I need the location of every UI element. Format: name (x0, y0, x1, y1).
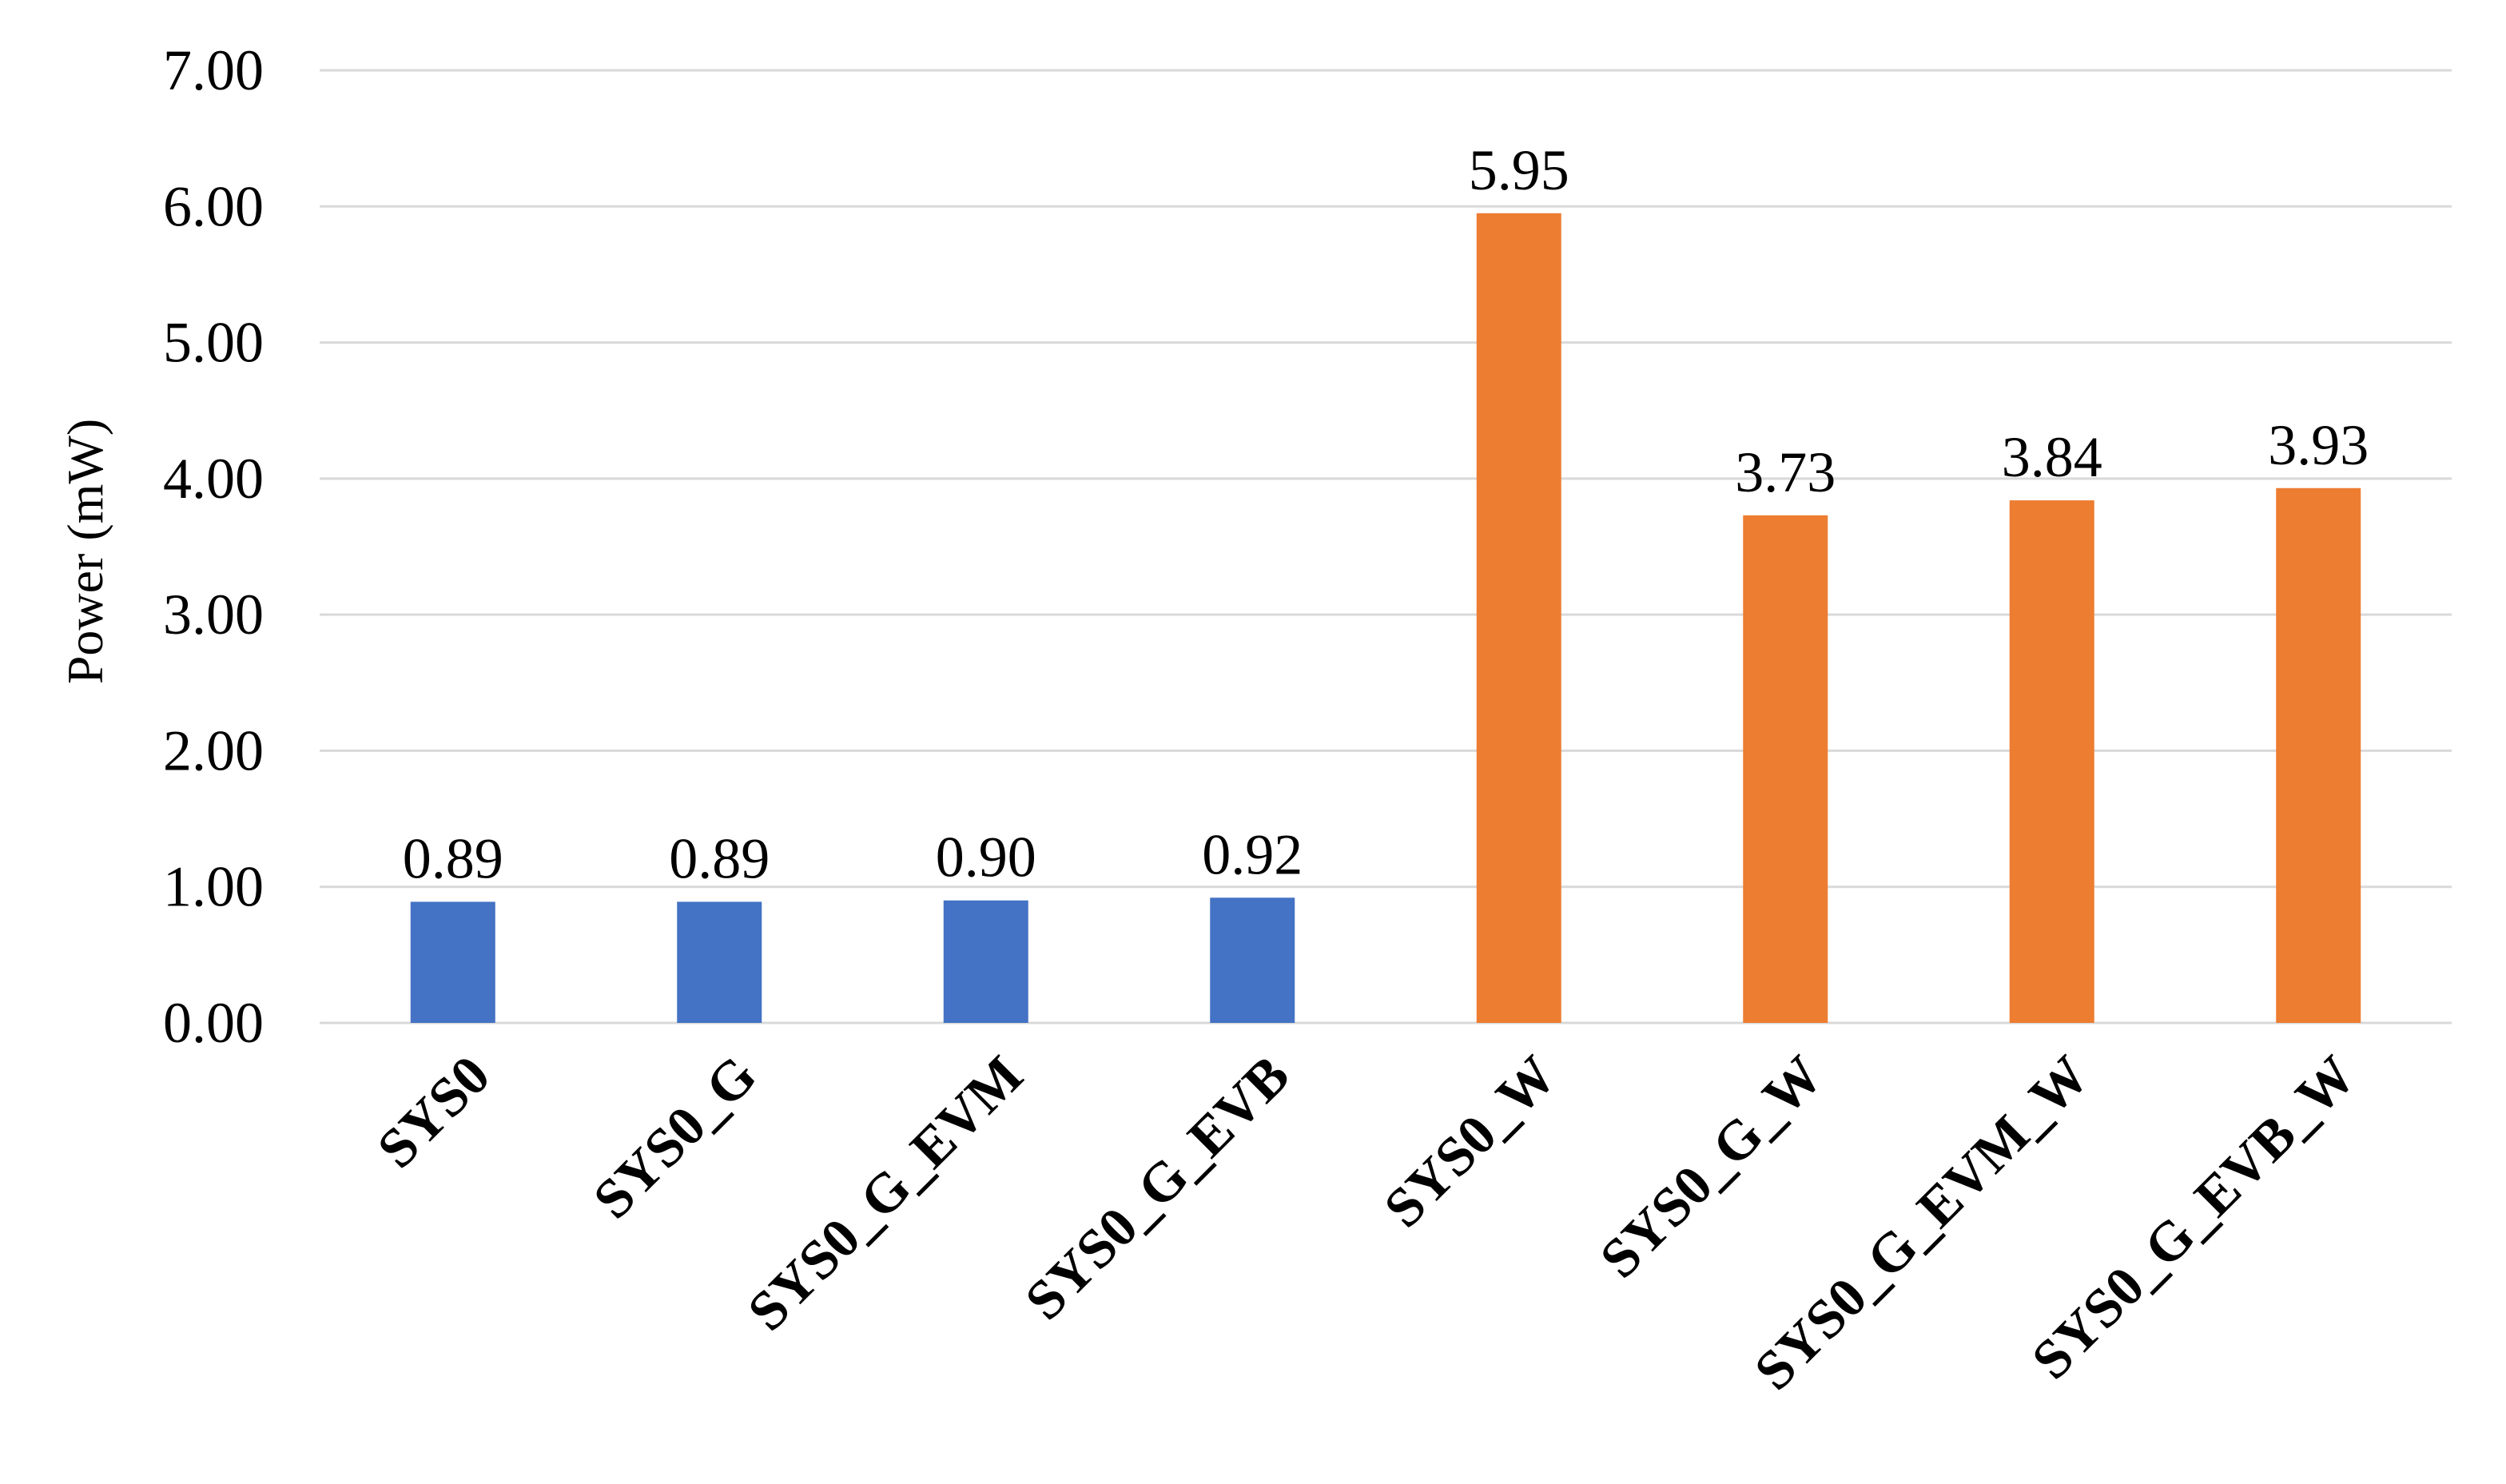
data-label: 5.95 (1469, 138, 1569, 202)
x-tick-label: SYS0_G (582, 1044, 768, 1231)
y-tick-label: 5.00 (163, 311, 264, 375)
bar (1743, 515, 1828, 1023)
y-axis-title: Power (mW) (57, 419, 113, 684)
gridlines (320, 69, 2452, 1024)
bar (1210, 897, 1295, 1023)
bar (2009, 500, 2094, 1023)
x-tick-label: SYS0_G_EVB (1014, 1044, 1302, 1332)
data-label: 0.92 (1202, 822, 1303, 886)
data-label: 3.84 (2002, 425, 2102, 489)
bar (410, 901, 495, 1023)
y-tick-label: 1.00 (163, 855, 264, 919)
data-label: 3.73 (1735, 440, 1836, 504)
y-tick-label: 0.00 (163, 991, 264, 1055)
bars (410, 213, 2361, 1023)
y-axis-ticks: 0.00 1.00 2.00 3.00 4.00 5.00 6.00 7.00 (163, 38, 264, 1055)
bar (2276, 487, 2361, 1023)
data-label: 0.89 (403, 826, 503, 890)
bar (1476, 213, 1561, 1023)
x-tick-label: SYS0_G_W (1589, 1044, 1835, 1291)
data-label: 0.89 (669, 826, 770, 890)
y-tick-label: 6.00 (163, 174, 264, 238)
y-tick-label: 4.00 (163, 447, 264, 511)
y-tick-label: 2.00 (163, 718, 264, 782)
data-label: 3.93 (2268, 413, 2369, 477)
bar (677, 901, 762, 1023)
data-label: 0.90 (936, 826, 1036, 889)
x-tick-label: SYS0 (366, 1044, 502, 1180)
y-tick-label: 3.00 (163, 583, 264, 647)
x-tick-label: SYS0_G_EVM (737, 1044, 1035, 1343)
x-tick-label: SYS0_W (1373, 1044, 1568, 1239)
data-labels: 0.89 0.89 0.90 0.92 5.95 3.73 3.84 3.93 (403, 138, 2369, 891)
y-tick-label: 7.00 (163, 38, 264, 102)
bar (943, 900, 1028, 1023)
